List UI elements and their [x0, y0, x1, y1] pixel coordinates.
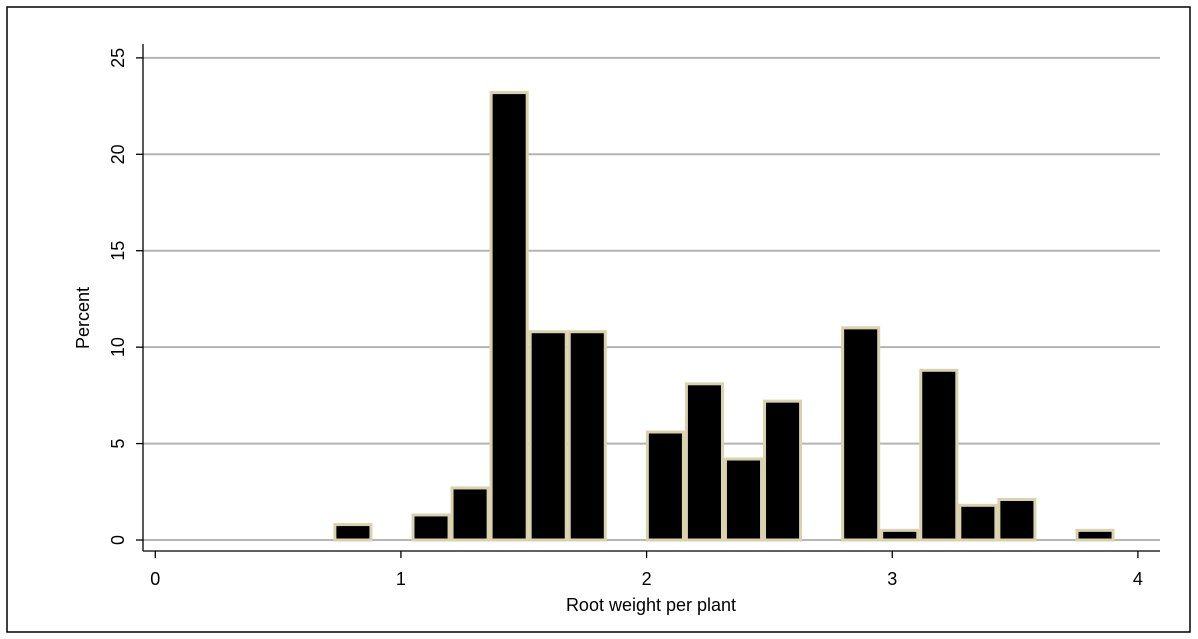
bar [528, 330, 568, 542]
bar [958, 503, 998, 542]
x-tick-label: 2 [642, 569, 652, 589]
bar [723, 457, 764, 542]
x-tick-label: 4 [1133, 569, 1143, 589]
x-tick-label: 0 [150, 569, 160, 589]
bar [567, 330, 607, 542]
y-tick-label: 5 [108, 439, 128, 449]
x-tick-label: 3 [887, 569, 897, 589]
bar [880, 528, 920, 542]
y-axis-title: Percent [73, 287, 93, 349]
bar [411, 513, 451, 542]
bar [333, 523, 373, 542]
y-tick-label: 15 [108, 241, 128, 261]
bar [1075, 528, 1115, 542]
y-tick-label: 25 [108, 48, 128, 68]
bar [841, 326, 881, 542]
bar [997, 498, 1037, 542]
bar [919, 368, 959, 542]
y-tick-label: 20 [108, 144, 128, 164]
x-tick-label: 1 [396, 569, 406, 589]
x-axis-title: Root weight per plant [566, 595, 736, 615]
bar [645, 430, 685, 542]
y-tick-label: 0 [108, 535, 128, 545]
bar [684, 382, 724, 542]
bar [489, 91, 529, 542]
y-tick-label: 10 [108, 337, 128, 357]
bar [763, 399, 803, 542]
bar [450, 486, 490, 542]
